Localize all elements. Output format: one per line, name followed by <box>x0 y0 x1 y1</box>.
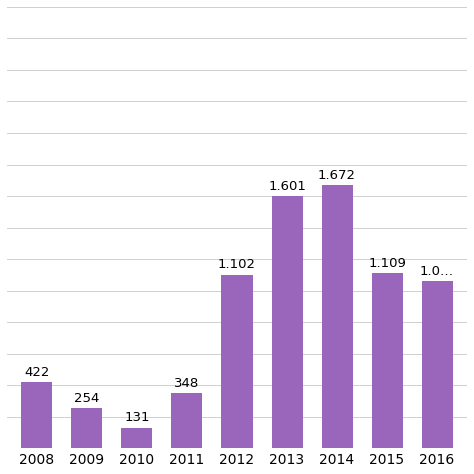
Bar <box>172 393 202 448</box>
Bar <box>272 196 302 448</box>
Bar <box>421 281 453 448</box>
Bar <box>321 185 353 448</box>
Bar <box>72 408 102 448</box>
Text: 254: 254 <box>74 392 100 405</box>
Text: 348: 348 <box>174 377 200 390</box>
Bar <box>372 273 402 448</box>
Text: 1.0…: 1.0… <box>420 265 454 278</box>
Text: 422: 422 <box>24 365 50 379</box>
Bar <box>21 382 53 448</box>
Text: 1.102: 1.102 <box>218 258 256 272</box>
Text: 1.601: 1.601 <box>268 180 306 193</box>
Text: 131: 131 <box>124 411 150 424</box>
Text: 1.672: 1.672 <box>318 169 356 182</box>
Bar <box>221 274 253 448</box>
Text: 1.109: 1.109 <box>368 257 406 270</box>
Bar <box>121 428 153 448</box>
